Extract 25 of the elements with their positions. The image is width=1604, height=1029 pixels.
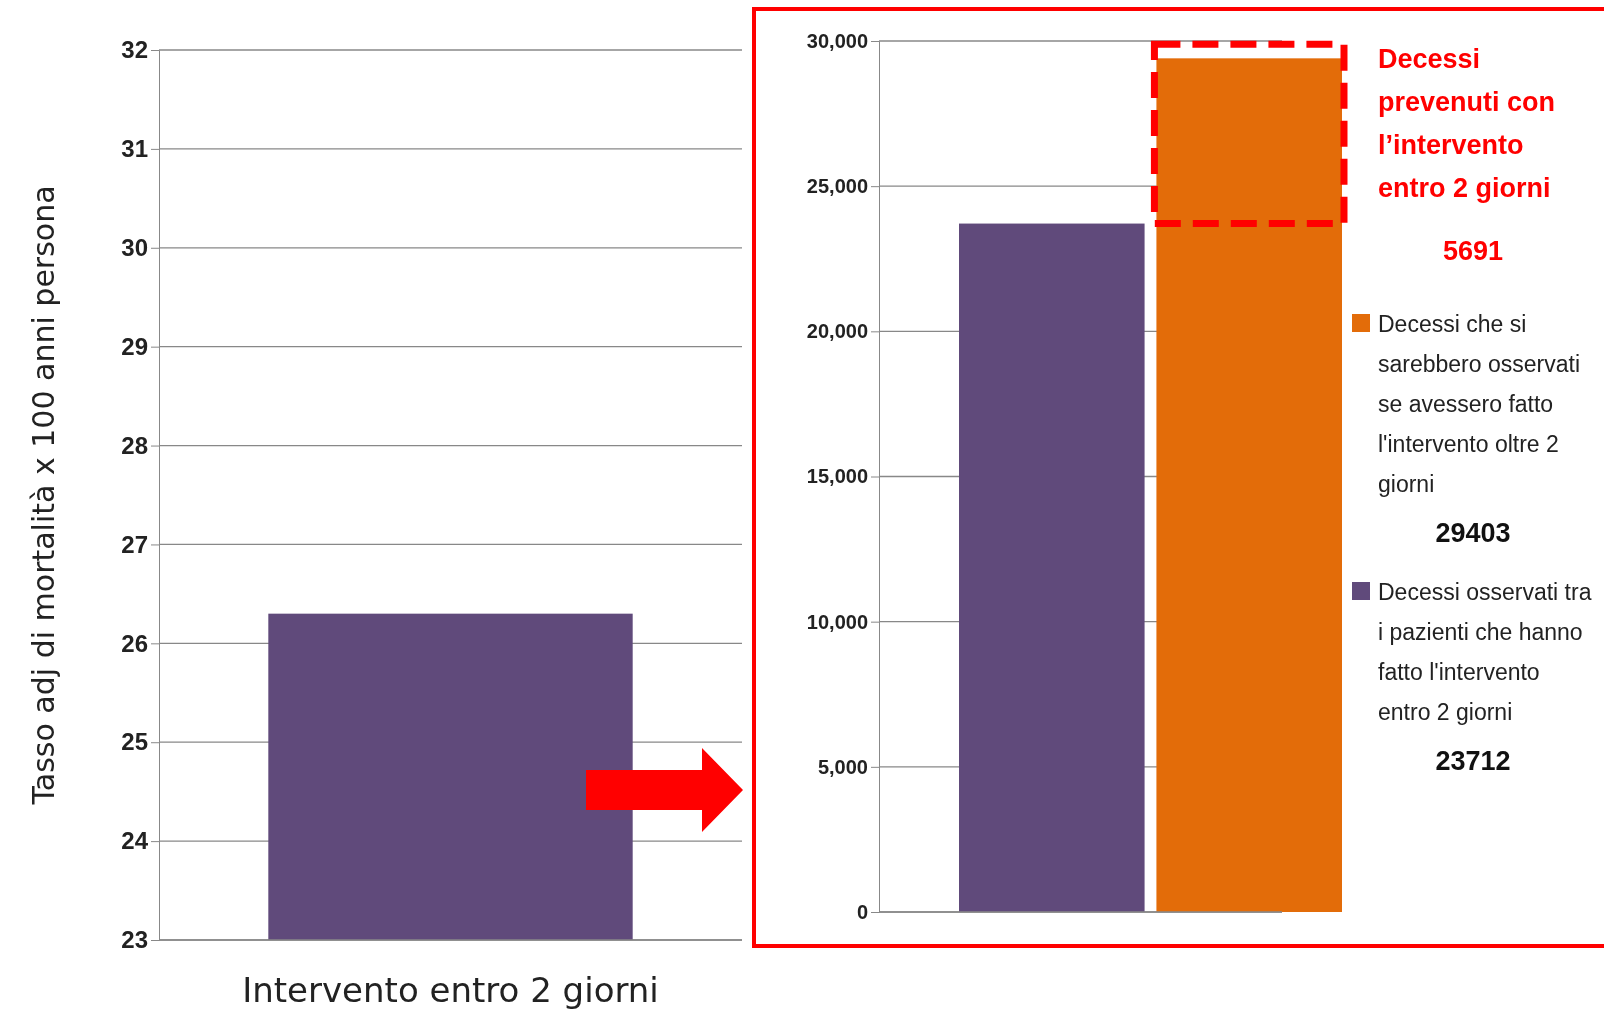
y-axis-title: Tasso adj di mortalità x 100 anni persona (26, 185, 61, 806)
y-tick-label: 30 (121, 233, 148, 261)
y-tick-label: 31 (121, 135, 148, 163)
y-tick-label: 5,000 (817, 755, 868, 778)
text: 29403 (1435, 518, 1511, 548)
text: 5691 (1442, 236, 1504, 266)
y-tick-label: 30,000 (806, 29, 868, 52)
text: Decessi prevenuti con l’intervento entro 2 giorni (1378, 44, 1556, 203)
y-tick-label: 28 (121, 431, 148, 459)
y-tick-label: 25,000 (806, 175, 868, 198)
x-tick-label: Intervento entro 2 giorni (242, 970, 659, 1010)
text: 23712 (1435, 746, 1511, 776)
y-tick-label: 29 (121, 332, 148, 360)
y-tick-label: 20,000 (806, 320, 868, 343)
y-tick-label: 15,000 (806, 465, 868, 488)
y-tick-label: 25 (121, 728, 148, 756)
y-tick-label: 24 (121, 827, 149, 855)
legend-label: Decessi che si sarebbero osservati se avessero fatto l'intervento oltre 2 giorni (1378, 311, 1580, 497)
y-tick-label: 0 (856, 900, 868, 923)
y-tick-label: 32 (121, 36, 148, 64)
y-tick-label: 26 (121, 629, 148, 657)
y-tick-label: 27 (121, 530, 148, 558)
legend-label: Decessi osservati tra i pazienti che hanno fatto l'intervento entro 2 giorni (1378, 579, 1592, 725)
y-tick-label: 23 (121, 926, 148, 954)
y-tick-label: 10,000 (806, 610, 868, 633)
